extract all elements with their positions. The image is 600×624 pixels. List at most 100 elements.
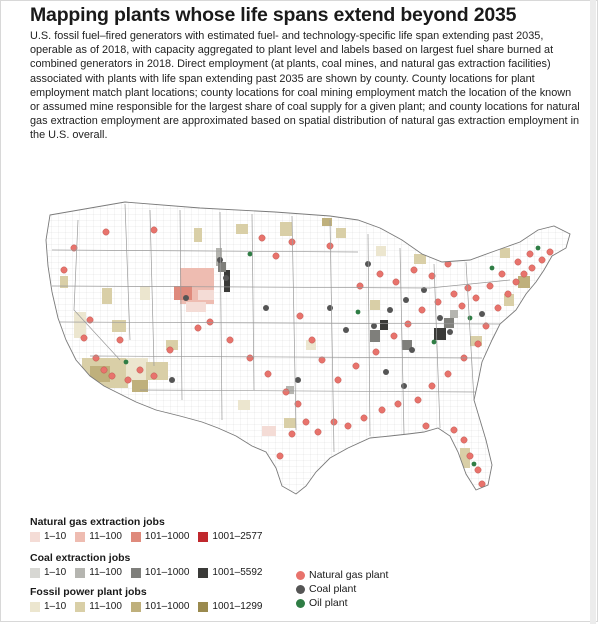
- legend-item: 1–10: [30, 567, 66, 578]
- legend-label: 1–10: [44, 601, 67, 612]
- plant-gas: [102, 228, 110, 236]
- legend-natural-gas-jobs: Natural gas extraction jobs 1–10 11–100 …: [30, 516, 271, 542]
- county-plant-utah-north: [140, 286, 150, 300]
- legend-swatch: [130, 601, 141, 612]
- legend-item: 11–100: [75, 567, 122, 578]
- plant-markers: [60, 226, 554, 488]
- plant-gas: [466, 452, 474, 460]
- plant-gas: [450, 290, 458, 298]
- plant-coal: [437, 315, 443, 321]
- county-coal-illinois: [370, 330, 380, 342]
- county-plant-north-carolina: [470, 336, 482, 346]
- plant-gas: [486, 282, 494, 290]
- plant-coal: [223, 275, 229, 281]
- plant-gas: [246, 354, 254, 362]
- oil-plant-dot-icon: [296, 598, 305, 608]
- plant-gas: [360, 414, 368, 422]
- plant-gas: [458, 302, 466, 310]
- plant-gas: [474, 466, 482, 474]
- plant-coal: [447, 329, 453, 335]
- plant-gas: [422, 422, 430, 430]
- plant-coal: [327, 305, 333, 311]
- legend-natural-gas-title: Natural gas extraction jobs: [30, 516, 165, 528]
- county-plant-houston: [284, 418, 296, 428]
- plant-gas: [108, 372, 116, 380]
- county-plant-maryland: [504, 294, 514, 306]
- plant-coal: [169, 377, 175, 383]
- plant-gas: [418, 306, 426, 314]
- plant-gas: [494, 304, 502, 312]
- plant-gas: [498, 270, 506, 278]
- legend-label: 101–1000: [144, 601, 190, 612]
- legend-item: 101–1000: [130, 567, 190, 578]
- plant-gas: [414, 396, 422, 404]
- plant-gas: [334, 376, 342, 384]
- plant-gas: [206, 318, 214, 326]
- legend-item: Natural gas plant: [296, 568, 388, 582]
- county-gas-wyoming-south: [198, 290, 214, 300]
- plant-gas: [472, 294, 480, 302]
- legend-swatch: [130, 567, 141, 578]
- plant-gas: [116, 336, 124, 344]
- legend-power-plant-jobs: Fossil power plant jobs 1–10 11–100 101–…: [30, 586, 271, 612]
- county-plant-minnesota: [280, 222, 292, 236]
- legend-item: 11–100: [75, 531, 122, 542]
- county-plant-michigan-east: [414, 254, 426, 264]
- plant-coal: [421, 287, 427, 293]
- plant-coal: [383, 369, 389, 375]
- legend-item: 11–100: [75, 601, 122, 612]
- plant-gas: [308, 336, 316, 344]
- plant-gas: [538, 256, 546, 264]
- plant-coal: [183, 295, 189, 301]
- county-gas-texas: [262, 426, 276, 436]
- plant-gas: [86, 316, 94, 324]
- county-plant-michigan: [376, 246, 386, 256]
- plant-gas: [460, 436, 468, 444]
- plant-gas: [392, 278, 400, 286]
- plant-gas: [282, 388, 290, 396]
- plant-gas: [92, 354, 100, 362]
- plant-gas: [124, 376, 132, 384]
- plant-gas: [428, 382, 436, 390]
- plant-gas: [194, 324, 202, 332]
- figure-description: U.S. fossil fuel–fired generators with e…: [30, 30, 580, 142]
- plant-oil: [355, 309, 361, 315]
- legend-label: Natural gas plant: [309, 569, 389, 581]
- legend-label: 101–1000: [144, 567, 190, 578]
- legend-item: 1001–5592: [198, 567, 262, 578]
- county-plant-florida: [460, 448, 470, 468]
- county-coal-appalachia: [434, 328, 446, 340]
- county-plant-nevada: [112, 320, 126, 332]
- county-plant-north-dakota: [236, 224, 248, 234]
- plant-gas: [60, 266, 68, 274]
- plant-gas: [150, 226, 158, 234]
- legend-swatch: [75, 567, 86, 578]
- county-coal-west-virginia: [444, 318, 454, 328]
- plant-gas: [330, 418, 338, 426]
- plant-gas: [390, 332, 398, 340]
- plant-gas: [376, 270, 384, 278]
- plant-oil: [431, 339, 437, 345]
- plant-gas: [136, 366, 144, 374]
- legend-item: Coal plant: [296, 582, 388, 596]
- county-coal-powder-river: [224, 270, 230, 292]
- plant-gas: [514, 258, 522, 266]
- county-plant-montana: [194, 228, 202, 242]
- legend-coal-title: Coal extraction jobs: [30, 552, 131, 564]
- plant-coal: [343, 327, 349, 333]
- county-plant-oregon: [60, 276, 68, 288]
- legend-swatch: [75, 531, 86, 542]
- county-plant-nevada-north: [102, 288, 112, 304]
- plant-gas: [272, 252, 280, 260]
- plant-gas: [100, 366, 108, 374]
- plant-oil: [471, 461, 477, 467]
- plant-gas: [546, 248, 554, 256]
- plant-oil: [123, 359, 129, 365]
- plant-gas: [294, 400, 302, 408]
- legend-item: 1–10: [30, 531, 66, 542]
- county-plant-new-mexico: [166, 340, 178, 350]
- plant-gas: [314, 428, 322, 436]
- gas-plant-dot-icon: [296, 570, 305, 580]
- plant-coal: [387, 307, 393, 313]
- plant-gas: [434, 298, 442, 306]
